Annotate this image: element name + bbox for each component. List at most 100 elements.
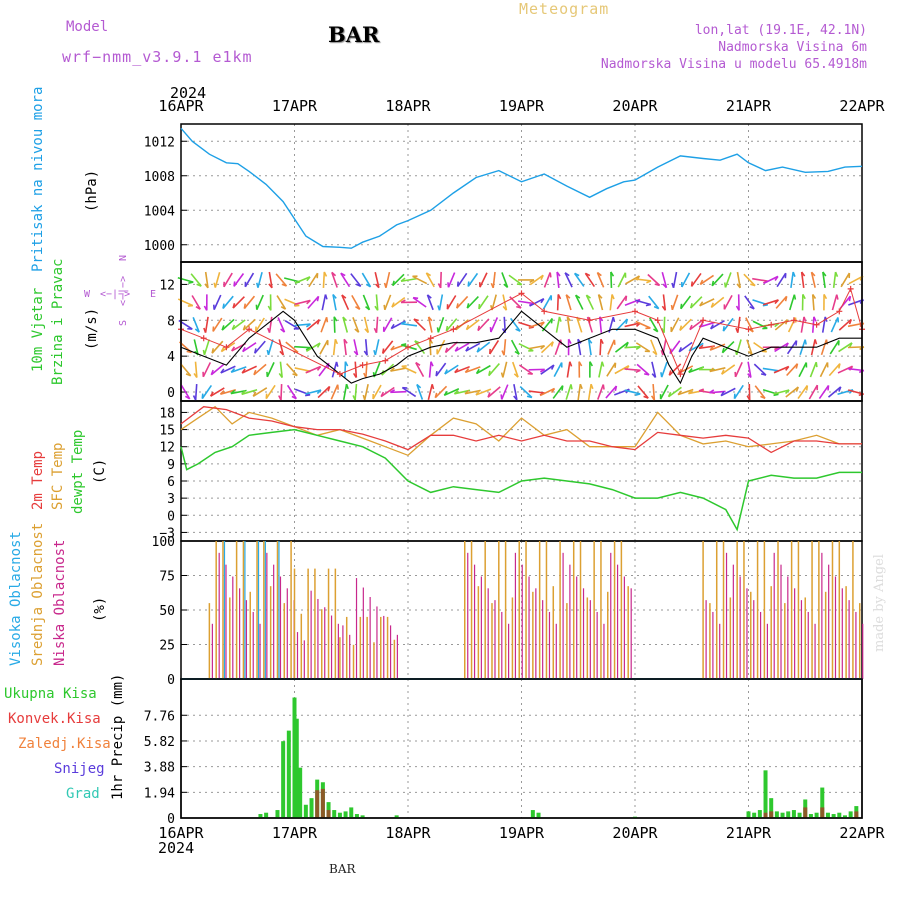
wind-barb-head [231,346,236,352]
wind-barb [294,367,311,373]
temp-unit: (C) [92,458,108,484]
wind-barb [210,363,225,376]
wind-barb [425,272,435,288]
wind-barb [709,343,726,351]
precip-legend-conv: Konvek.Kisa [8,711,101,727]
precip-total-bar [831,814,836,818]
wind-barb-head [514,350,520,355]
wind-barb-head [645,303,651,307]
wind-barb [659,384,669,400]
precip-tick-label: 5.82 [144,735,175,750]
precip-total-bar [275,810,280,818]
wind-barb [416,384,424,400]
wind-barb-head [475,390,480,396]
wind-barb [500,384,509,400]
wind-barb [518,300,535,305]
wind-barb-head [679,325,683,331]
wind-barb [436,339,446,355]
wind-barb [465,366,481,374]
wind-barb [847,367,864,372]
wind-barb [648,295,660,310]
wind-barb [492,271,496,288]
wind-barb-head [625,295,628,301]
wind-barb [820,339,828,356]
wind-barb-head [550,364,555,370]
wind-barb [412,275,428,285]
wind-barb-head [268,283,273,289]
wind-barb-head [390,323,395,329]
precip-conv-bar [803,807,808,818]
wind-barb-head [736,283,741,289]
wind-barb [306,319,320,331]
wind-gust-marker [450,326,457,333]
wind-barb-head [196,283,202,287]
wind-barb [672,271,678,288]
wind-barb-head [195,305,201,310]
wind-barb-head [279,350,284,356]
wind-barb-head [454,368,459,374]
wind-barb-head [243,303,247,309]
precip-conv-bar [769,811,774,818]
wind-barb [332,339,337,356]
wind-barb [192,317,200,333]
wind-barb-head [815,362,818,368]
2m-temp-line [180,406,862,454]
wind-barb-head [557,294,562,300]
wind-barb [798,362,808,378]
wind-barb-head [588,338,593,344]
wind-barb [649,317,659,333]
wind-barb [752,320,768,330]
wind-barb [435,362,447,377]
wind-barb [830,317,839,333]
x-tick-label-top: 17APR [272,97,318,115]
wind-barb [838,342,853,353]
pressure-tick-label: 1008 [144,170,175,185]
wind-barb-head [848,296,852,302]
wind-barb-head [566,316,572,322]
wind-barb [375,294,379,311]
wind-barb [427,384,433,400]
wind-barb-head [278,373,283,379]
wind-barb-head [513,373,519,378]
wind-barb [343,339,347,356]
wind-barb-head [835,294,839,300]
wind-barb-head [585,272,591,277]
wind-gust-marker [586,317,593,324]
wind-barb-head [325,317,329,323]
wind-barb [636,363,650,376]
wind-barb [753,363,767,376]
wind-barb [201,384,213,400]
wind-barb-head [434,392,438,398]
wind-barb [202,362,212,378]
wind-gust-marker [813,321,820,328]
wind-barb [635,299,652,306]
wind-barb-head [747,350,753,356]
wind-barb [690,296,703,309]
wind-barb-head [746,395,751,401]
wind-barb [242,318,256,331]
model-name: wrf−nmm_v3.9.1 e1km [62,48,253,66]
wind-barb-head [413,318,419,322]
wind-barb-head [661,327,665,334]
wind-barb [253,363,267,376]
wind-barb [762,367,779,372]
wind-barb-head [365,305,370,311]
wind-barb [840,272,851,288]
wind-barb-head [527,372,533,375]
wind-barb [362,294,371,311]
wind-barb [340,272,351,288]
x-tick-label-top: 22APR [839,97,885,115]
wind-barb [457,272,468,288]
wind-barb-head [210,369,214,376]
wind-gust-marker [200,335,207,342]
wind-barb-head [822,271,827,277]
wind-barb-head [529,279,535,284]
wind-barb-head [373,349,377,356]
wind-barb [838,318,852,331]
wind-barb-head [540,274,544,281]
wind-barb-head [823,293,828,300]
wind-barb [294,299,311,306]
precip-total-bar [294,718,299,818]
wind-barb [490,317,499,333]
